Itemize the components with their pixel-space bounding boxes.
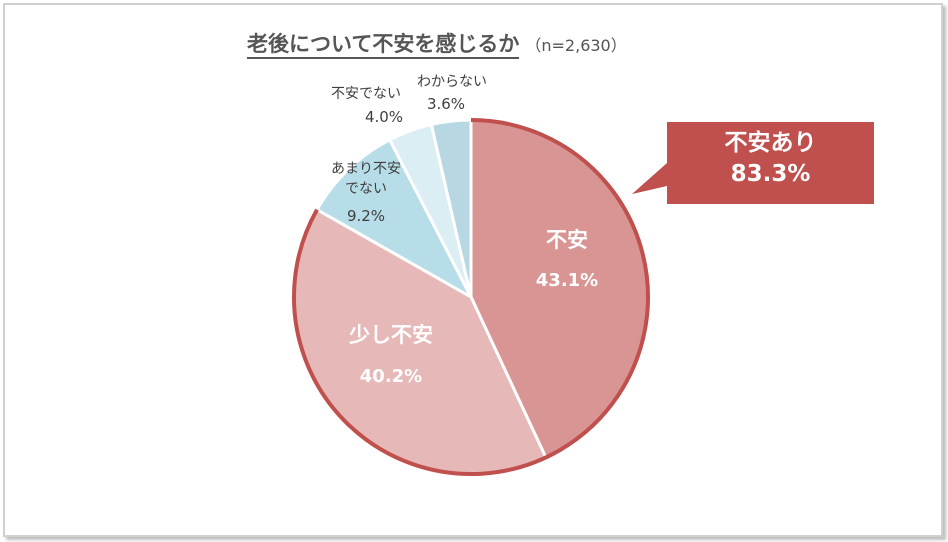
callout-label: 不安あり [724,130,817,156]
callout-box [632,122,874,204]
title-row: 老後について不安を感じるか （n=2,630） [247,28,627,59]
slice-value-1: 40.2% [360,366,422,387]
slice-label-1: 少し不安 [348,323,433,347]
chart-subtitle: （n=2,630） [525,36,627,55]
callout-text: 不安あり 83.3% [667,128,874,190]
slice-label-2-line-1: あまり不安 [331,161,401,177]
pie-slice-4 [429,118,473,298]
slice-label-2-line-2: でない [345,181,387,197]
slice-value-0: 43.1% [536,270,598,291]
slice-value-3: 4.0% [365,108,403,126]
slice-label-0: 不安 [546,228,588,252]
slice-value-4: 3.6% [427,95,465,113]
callout-value: 83.3% [730,161,811,187]
pie-slice-2 [315,137,475,301]
slice-label-4: わからない [417,74,487,90]
chart-title: 老後について不安を感じるか [247,32,520,59]
anxiety-group-outline [292,118,650,476]
slice-value-2: 9.2% [347,207,385,225]
slice-label-3: 不安でない [331,86,401,102]
